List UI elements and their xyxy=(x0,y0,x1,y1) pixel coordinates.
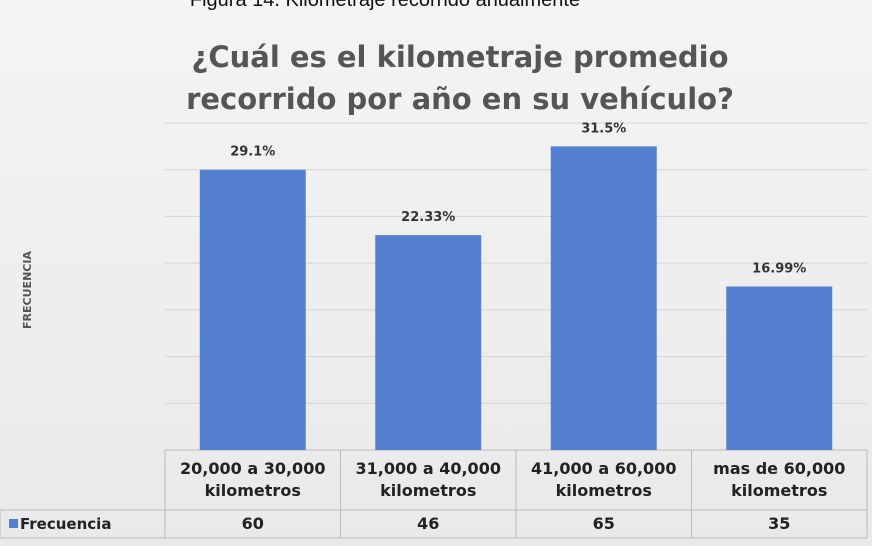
data-label: 31.5% xyxy=(581,121,626,136)
data-label: 16.99% xyxy=(752,262,806,277)
table-value: 46 xyxy=(417,514,440,533)
legend-swatch xyxy=(9,519,18,528)
data-label: 22.33% xyxy=(401,210,455,225)
bar xyxy=(550,146,657,450)
y-axis-label: FRECUENCIA xyxy=(21,251,34,329)
table-value: 35 xyxy=(768,514,791,533)
bar xyxy=(199,169,306,450)
table-value: 65 xyxy=(592,514,615,533)
data-label: 29.1% xyxy=(230,145,275,160)
table-value: 60 xyxy=(241,514,264,533)
category-label: 31,000 a 40,000 kilometros xyxy=(355,459,501,500)
chart-title: ¿Cuál es el kilometraje promedio recorri… xyxy=(186,40,734,116)
category-label: 20,000 a 30,000 kilometros xyxy=(180,459,326,500)
legend-label: Frecuencia xyxy=(20,515,112,533)
category-label: 41,000 a 60,000 kilometros xyxy=(531,459,677,500)
category-label: mas de 60,000 kilometros xyxy=(713,459,846,500)
figure-caption: Figura 14. Kilometraje recorrido anualme… xyxy=(190,0,580,11)
bar xyxy=(726,286,833,450)
bar xyxy=(375,235,482,450)
